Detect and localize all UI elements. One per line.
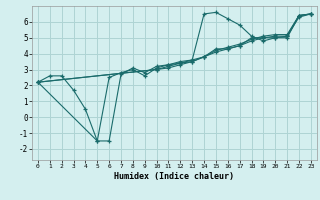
X-axis label: Humidex (Indice chaleur): Humidex (Indice chaleur)	[115, 172, 234, 181]
